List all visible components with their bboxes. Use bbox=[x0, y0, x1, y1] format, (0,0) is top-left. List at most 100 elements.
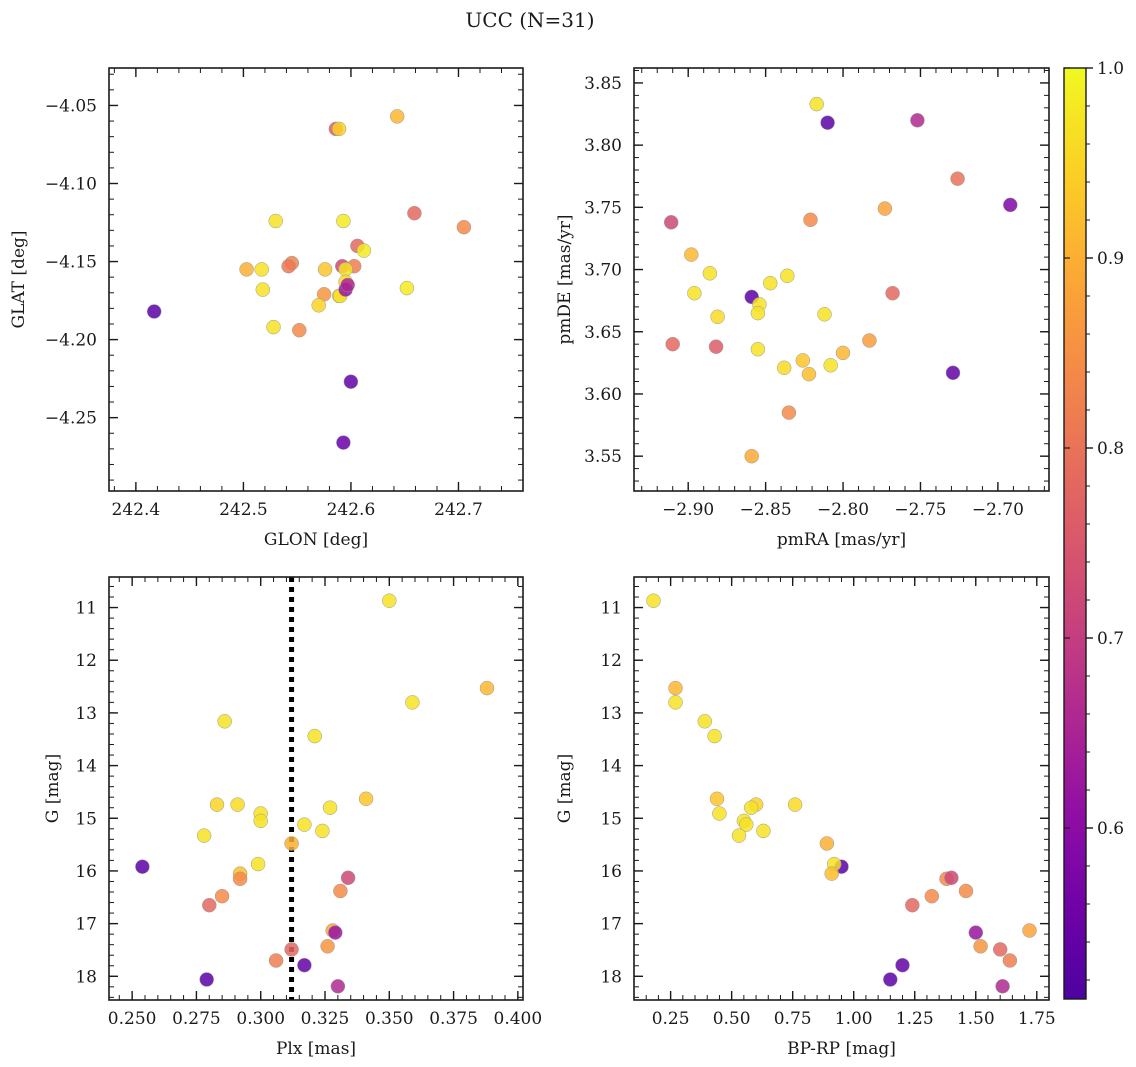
data-point bbox=[292, 322, 307, 338]
data-point bbox=[709, 791, 725, 807]
y-tick-label: 18 bbox=[600, 967, 622, 987]
colorbar-tick-label: 0.7 bbox=[1097, 629, 1124, 649]
x-tick-label: −2.85 bbox=[740, 500, 792, 520]
data-point bbox=[787, 797, 803, 812]
y-tick-label: 14 bbox=[75, 757, 97, 777]
x-tick-label: 1.50 bbox=[957, 1009, 995, 1029]
x-tick-label: −2.80 bbox=[817, 500, 869, 520]
y-tick-label: 3.80 bbox=[584, 136, 622, 156]
data-point bbox=[389, 109, 405, 124]
data-point bbox=[317, 262, 333, 277]
colorbar-tick-label: 0.9 bbox=[1097, 249, 1124, 269]
data-point bbox=[135, 859, 150, 874]
data-point bbox=[697, 714, 713, 729]
x-tick-label: 1.00 bbox=[835, 1009, 873, 1029]
data-point bbox=[776, 360, 792, 376]
data-point bbox=[801, 366, 817, 382]
data-point bbox=[407, 205, 422, 221]
plot-frame bbox=[108, 576, 524, 1001]
data-point bbox=[202, 897, 217, 913]
data-point bbox=[905, 897, 920, 913]
x-tick-label: 0.25 bbox=[652, 1009, 690, 1029]
x-tick-label: 0.325 bbox=[301, 1009, 350, 1029]
y-tick-label: 3.85 bbox=[584, 74, 622, 94]
y-tick-label: 15 bbox=[600, 809, 622, 829]
data-point bbox=[146, 304, 162, 319]
colorbar-gradient bbox=[1063, 67, 1087, 1000]
data-point bbox=[196, 828, 212, 843]
data-point bbox=[973, 939, 988, 954]
data-point bbox=[338, 262, 353, 277]
data-point bbox=[382, 593, 397, 608]
data-point bbox=[877, 201, 893, 216]
data-point bbox=[343, 374, 359, 389]
data-point bbox=[684, 247, 699, 262]
y-tick-label: 13 bbox=[600, 704, 622, 724]
x-tick-label: −2.70 bbox=[972, 500, 1024, 520]
x-tick-label: −2.90 bbox=[662, 500, 714, 520]
panels-group: 242.4 242.5 242.6 242.7 −4.05 −4.10 −4.15 −4.20… bbox=[9, 67, 1056, 1059]
data-point bbox=[356, 243, 372, 258]
data-point bbox=[702, 266, 718, 281]
y-tick-label: 3.65 bbox=[584, 323, 622, 343]
data-point bbox=[399, 280, 415, 296]
data-point bbox=[1002, 953, 1018, 968]
data-point bbox=[992, 942, 1008, 957]
y-tick-label: 17 bbox=[75, 915, 97, 935]
y-tick-label: −4.15 bbox=[45, 253, 97, 273]
x-tick-label: 0.400 bbox=[494, 1009, 543, 1029]
data-point bbox=[320, 939, 335, 954]
data-point bbox=[668, 695, 683, 710]
figure-title: UCC (N=31) bbox=[465, 8, 594, 32]
data-point bbox=[910, 113, 925, 128]
data-point bbox=[712, 806, 727, 821]
points-plx-g bbox=[135, 593, 495, 994]
data-point bbox=[330, 979, 346, 994]
y-tick-label: 11 bbox=[600, 599, 622, 619]
data-point bbox=[668, 680, 683, 696]
x-tick-label: 242.7 bbox=[434, 500, 483, 520]
data-point bbox=[1003, 197, 1018, 213]
data-point bbox=[322, 800, 338, 815]
data-point bbox=[268, 953, 284, 968]
data-point bbox=[924, 888, 940, 904]
y-tick-label: −4.20 bbox=[45, 331, 97, 351]
x-tick-label: 0.75 bbox=[774, 1009, 812, 1029]
data-point bbox=[780, 268, 795, 284]
y-tick-label: 18 bbox=[75, 967, 97, 987]
data-point bbox=[739, 817, 754, 832]
data-point bbox=[883, 972, 898, 987]
y-tick-label: 12 bbox=[600, 651, 622, 671]
y-tick-label: −4.25 bbox=[45, 409, 97, 429]
data-point bbox=[297, 957, 312, 973]
y-tick-label: 3.55 bbox=[584, 447, 622, 467]
y-axis-label: pmDE [mas/yr] bbox=[555, 214, 575, 344]
data-point bbox=[307, 728, 322, 744]
data-point bbox=[710, 309, 725, 325]
data-point bbox=[217, 714, 232, 729]
points-pmra-pmde bbox=[663, 96, 1018, 464]
points-glon-glat bbox=[146, 109, 472, 450]
data-point bbox=[405, 695, 420, 710]
panel-bprp-g: 0.25 0.50 0.75 1.00 1.25 1.50 1.75 11 12 13 14 15 16… bbox=[555, 576, 1056, 1059]
y-tick-label: 3.70 bbox=[584, 261, 622, 281]
x-tick-label: 0.375 bbox=[429, 1009, 478, 1029]
x-axis-label: pmRA [mas/yr] bbox=[777, 530, 906, 550]
data-point bbox=[230, 797, 245, 812]
plot-frame bbox=[633, 576, 1050, 1001]
data-point bbox=[253, 813, 268, 829]
panel-pmra-pmde: −2.90 −2.85 −2.80 −2.75 −2.70 3.55 3.60 3.65 3.7… bbox=[555, 67, 1050, 550]
y-axis-label: G [mag] bbox=[43, 754, 63, 823]
data-point bbox=[209, 797, 225, 812]
data-point bbox=[340, 277, 355, 293]
data-point bbox=[687, 285, 702, 301]
data-point bbox=[707, 728, 722, 744]
data-point bbox=[750, 305, 766, 321]
data-point bbox=[336, 213, 351, 229]
data-point bbox=[1022, 923, 1037, 938]
data-point bbox=[763, 275, 778, 291]
x-tick-label: 242.4 bbox=[112, 500, 161, 520]
y-tick-label: 12 bbox=[75, 651, 97, 671]
x-tick-label: 0.350 bbox=[365, 1009, 414, 1029]
panel-plx-g: 0.250 0.275 0.300 0.325 0.350 0.375 0.400 11 12 1… bbox=[43, 576, 543, 1059]
